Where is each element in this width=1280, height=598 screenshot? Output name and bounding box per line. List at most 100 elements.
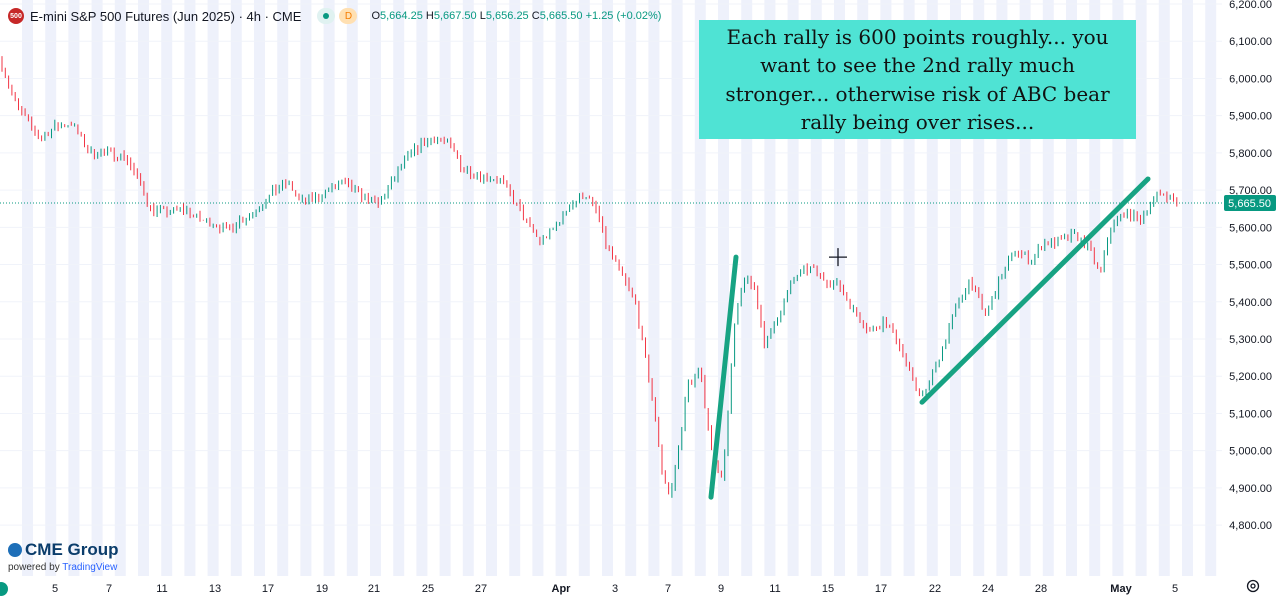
time-tick-label: 7 — [665, 583, 671, 595]
session-band — [578, 0, 590, 576]
session-band — [323, 0, 335, 576]
session-band — [439, 0, 451, 576]
session-band — [462, 0, 474, 576]
settings-gear-icon[interactable] — [1245, 578, 1261, 594]
symbol-title[interactable]: E-mini S&P 500 Futures (Jun 2025) · 4h ·… — [30, 8, 302, 24]
session-band — [694, 0, 706, 576]
time-tick-label: 11 — [769, 583, 780, 595]
price-tick-label: 5,900.00 — [1229, 111, 1272, 123]
price-axis-bg — [1222, 0, 1280, 576]
session-band — [138, 0, 149, 576]
price-tick-label: 4,900.00 — [1229, 483, 1272, 495]
session-band — [254, 0, 265, 576]
session-band — [346, 0, 358, 576]
session-band — [1042, 0, 1054, 576]
time-tick-label: 28 — [1035, 583, 1047, 595]
trendline — [708, 254, 739, 500]
session-band — [741, 0, 753, 576]
chart-header: 500 E-mini S&P 500 Futures (Jun 2025) · … — [8, 6, 661, 26]
time-tick-label: 5 — [52, 583, 58, 595]
time-tick-label: 19 — [316, 583, 328, 595]
time-tick-label: 13 — [209, 583, 221, 595]
ohlc-values: O5,664.25 H5,667.50 L5,656.25 C5,665.50 … — [371, 10, 662, 22]
price-tick-label: 5,000.00 — [1229, 446, 1272, 458]
powered-by: powered by TradingView — [8, 562, 118, 573]
crosshair-icon — [829, 248, 847, 267]
time-axis[interactable]: 5 7 11 13 17 19 21 25 27 Apr 3 7 9 11 15 17 22 24 28 May 5 — [0, 576, 1280, 598]
session-band — [718, 0, 729, 576]
time-tick-label: 22 — [929, 583, 941, 595]
brand-name: CME Group — [25, 540, 119, 559]
session-band — [602, 0, 613, 576]
time-tick-label: 7 — [106, 583, 112, 595]
session-band — [625, 0, 637, 576]
session-band — [370, 0, 381, 576]
session-band — [532, 0, 544, 576]
session-band — [277, 0, 289, 576]
price-tick-label: 5,200.00 — [1229, 371, 1272, 383]
session-band — [1066, 0, 1077, 576]
last-price-tag — [1224, 194, 1276, 211]
session-band — [161, 0, 173, 576]
price-tick-label: 5,800.00 — [1229, 148, 1272, 160]
session-band — [91, 0, 103, 576]
market-open-icon — [317, 8, 336, 24]
cme-branding: CME Group powered by TradingView — [8, 540, 119, 573]
session-band — [486, 0, 497, 576]
market-status[interactable]: D — [317, 8, 358, 24]
time-tick-label: 24 — [982, 583, 994, 595]
session-band — [22, 0, 33, 576]
price-tick-label: 5,600.00 — [1229, 222, 1272, 234]
session-band — [1089, 0, 1101, 576]
price-tick-label: 6,200.00 — [1229, 0, 1272, 11]
delayed-data-badge[interactable]: D — [339, 8, 358, 24]
tradingview-link[interactable]: TradingView — [62, 562, 118, 573]
session-band — [903, 0, 915, 576]
price-tick-label: 6,100.00 — [1229, 36, 1272, 48]
time-tick-label: 17 — [262, 583, 274, 595]
price-tick-label: 5,100.00 — [1229, 408, 1272, 420]
price-tick-label: 5,700.00 — [1229, 185, 1272, 197]
price-tick-label: 5,500.00 — [1229, 260, 1272, 272]
price-axis[interactable]: 4,800.00 4,900.00 5,000.00 5,100.00 5,200.00… — [1222, 0, 1280, 576]
price-tick-label: 5,300.00 — [1229, 334, 1272, 346]
session-band — [114, 0, 126, 576]
corner-indicator-icon — [0, 582, 8, 596]
session-band — [509, 0, 521, 576]
session-band — [810, 0, 822, 576]
session-band — [416, 0, 428, 576]
session-band — [926, 0, 938, 576]
time-tick-label: 5 — [1172, 583, 1178, 595]
time-tick-label: 11 — [156, 583, 167, 595]
session-band — [834, 0, 845, 576]
session-band — [1182, 0, 1193, 576]
price-change: +1.25 (+0.02%) — [585, 10, 662, 22]
session-band — [1112, 0, 1124, 576]
price-tick-label: 6,000.00 — [1229, 73, 1272, 85]
time-tick-label: May — [1110, 583, 1132, 595]
trendlines — [708, 176, 1151, 500]
session-band — [671, 0, 683, 576]
session-band — [950, 0, 961, 576]
session-band — [764, 0, 776, 576]
session-band — [1205, 0, 1217, 576]
session-band — [1158, 0, 1170, 576]
time-tick-label: 15 — [822, 583, 834, 595]
session-band — [1019, 0, 1031, 576]
session-band — [996, 0, 1008, 576]
price-tick-label: 5,400.00 — [1229, 297, 1272, 309]
trendline — [919, 176, 1151, 405]
session-band — [648, 0, 660, 576]
session-band — [787, 0, 799, 576]
time-tick-label: 25 — [422, 583, 434, 595]
time-tick-label: 27 — [475, 583, 487, 595]
annotation-text-box[interactable]: Each rally is 600 points roughly... you … — [699, 20, 1136, 139]
cme-globe-icon — [8, 543, 22, 557]
time-tick-label: Apr — [552, 583, 572, 595]
symbol-logo-icon: 500 — [8, 8, 24, 24]
time-tick-label: 17 — [875, 583, 887, 595]
session-band — [1135, 0, 1147, 576]
session-band — [393, 0, 405, 576]
session-band — [555, 0, 567, 576]
